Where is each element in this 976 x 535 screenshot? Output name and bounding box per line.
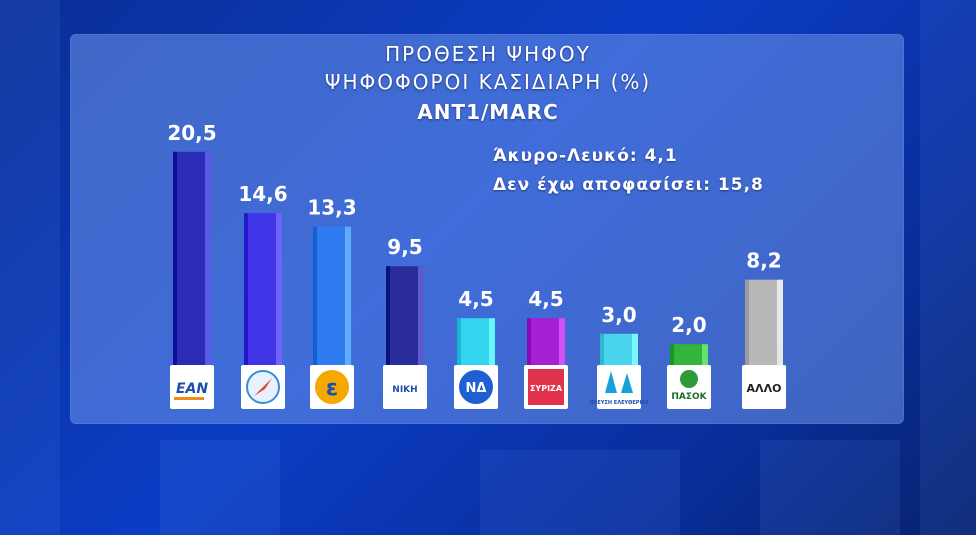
bar-highlight xyxy=(489,318,495,365)
value-label: 4,5 xyxy=(528,287,563,311)
bar-shadow xyxy=(244,213,248,365)
bar-shadow xyxy=(745,279,749,365)
plefsi-sail-icon xyxy=(605,371,633,393)
syriza-logo-icon xyxy=(528,369,564,405)
chart-title-line1: ΠΡΟΘΕΣΗ ΨΗΦΟΥ xyxy=(385,42,591,66)
value-label: 2,0 xyxy=(671,313,706,337)
bar-shadow xyxy=(527,318,531,365)
value-label: 9,5 xyxy=(387,235,422,259)
ean-underline-icon xyxy=(174,397,204,400)
bar-shadow xyxy=(386,266,390,365)
elliniki-lysi-logo-icon xyxy=(315,370,349,404)
bar-1 xyxy=(173,151,211,365)
invalid-blank-note: Άκυρο-Λευκό: 4,1 xyxy=(493,146,678,166)
logo-label: ε xyxy=(326,376,338,401)
nd-logo-icon xyxy=(459,370,493,404)
bar-highlight xyxy=(418,266,424,365)
bar-shadow xyxy=(313,226,317,365)
source-label: ANT1/MARC xyxy=(417,100,559,124)
bar-5 xyxy=(457,318,495,365)
bar-shadow xyxy=(457,318,461,365)
logo-label: ΝΙΚΗ xyxy=(392,385,417,395)
bar-4 xyxy=(386,266,424,365)
value-label: 3,0 xyxy=(601,303,636,327)
bar-highlight xyxy=(702,344,708,365)
party-logo-tile xyxy=(742,365,786,409)
value-label: 20,5 xyxy=(167,121,216,145)
bar-highlight xyxy=(276,213,282,365)
logo-label: ΠΛΕΥΣΗ ΕΛΕΥΘΕΡΙΑΣ xyxy=(589,400,649,406)
bar-highlight xyxy=(205,151,211,365)
bar-highlight xyxy=(777,279,783,365)
bar-9 xyxy=(745,279,783,365)
bar-highlight xyxy=(559,318,565,365)
value-label: 14,6 xyxy=(238,182,287,206)
bar-highlight xyxy=(632,333,638,365)
bar-7 xyxy=(600,333,638,365)
logo-label: ΝΔ xyxy=(466,381,487,396)
value-label: 4,5 xyxy=(458,287,493,311)
logo-label: ΣΥΡΙΖΑ xyxy=(530,384,563,393)
bar-3 xyxy=(313,226,351,365)
logo-label: ΠΑΣΟΚ xyxy=(671,392,707,402)
undecided-note: Δεν έχω αποφασίσει: 15,8 xyxy=(493,175,764,195)
chart-title-line2: ΨΗΦΟΦΟΡΟΙ ΚΑΣΙΔΙΑΡΗ (%) xyxy=(324,70,652,94)
bar-8 xyxy=(670,344,708,365)
bar-highlight xyxy=(345,226,351,365)
bar-shadow xyxy=(670,344,674,365)
bar-shadow xyxy=(600,333,604,365)
value-label: 8,2 xyxy=(746,249,781,273)
pasok-sun-icon xyxy=(680,370,698,388)
compass-needle-icon xyxy=(254,378,272,396)
bar-shadow xyxy=(173,151,177,365)
bar-6 xyxy=(527,318,565,365)
value-label: 13,3 xyxy=(307,196,356,220)
logo-label: ΑΛΛΟ xyxy=(747,382,782,395)
party-logo-tile xyxy=(597,365,641,409)
logo-label: ΕΑΝ xyxy=(176,381,208,397)
party-logo-tile xyxy=(383,365,427,409)
bar-2 xyxy=(244,213,282,365)
